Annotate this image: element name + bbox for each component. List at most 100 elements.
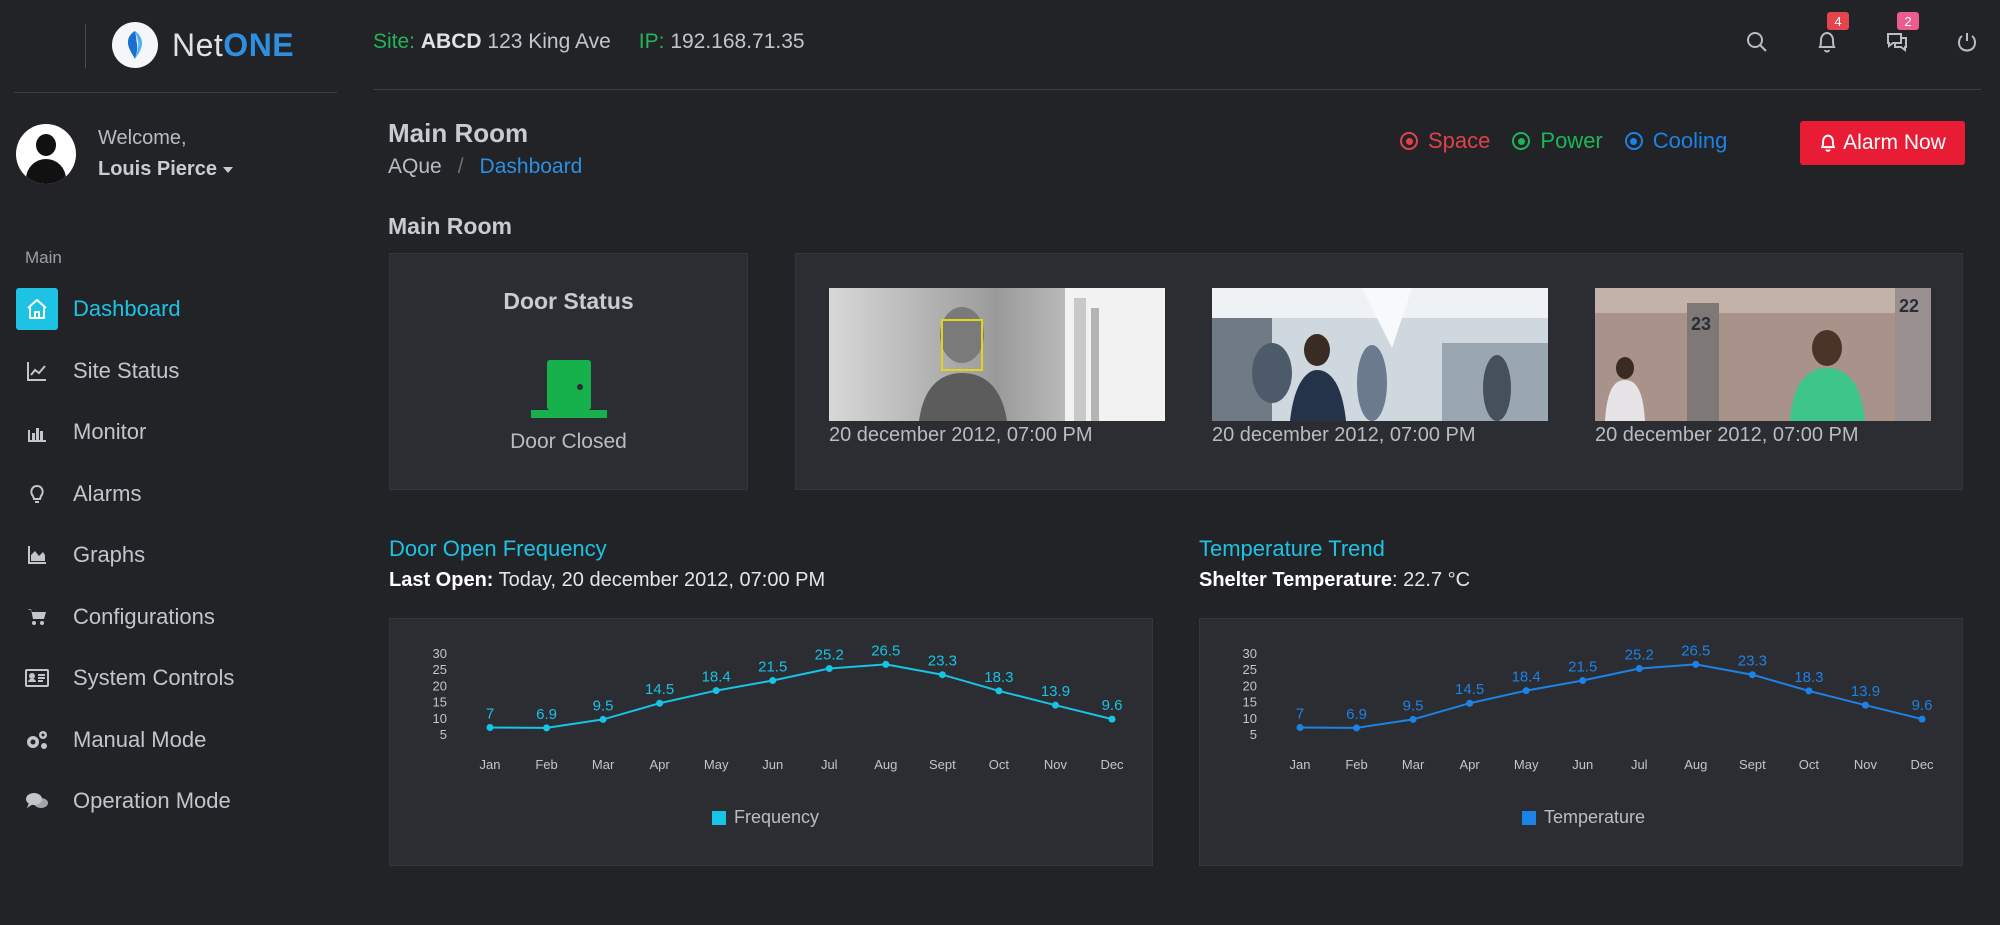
caret-down-icon [222, 166, 233, 173]
data-point [1466, 699, 1474, 707]
status-space[interactable]: Space [1400, 128, 1490, 154]
door-status-title: Door Status [503, 288, 634, 314]
cart-icon [16, 596, 58, 638]
status-legend: Space Power Cooling [1400, 128, 1749, 154]
data-point [1296, 724, 1304, 732]
data-label: 9.5 [1403, 697, 1424, 714]
sidebar-item-monitor[interactable]: Monitor [16, 413, 336, 451]
brand-logo[interactable]: NetONE [112, 22, 294, 68]
sidebar-item-dashboard[interactable]: Dashboard [16, 288, 336, 330]
y-tick-label: 25 [433, 662, 447, 677]
breadcrumb-current[interactable]: Dashboard [479, 155, 583, 178]
x-tick-label: Mar [1402, 757, 1425, 772]
y-tick-label: 25 [1243, 662, 1257, 677]
messages-button[interactable]: 2 [1883, 12, 1919, 56]
x-tick-label: Oct [1799, 757, 1820, 772]
data-label: 9.5 [593, 697, 614, 714]
x-tick-label: Apr [1460, 757, 1481, 772]
sidebar-item-system-controls[interactable]: System Controls [16, 659, 336, 697]
status-cooling[interactable]: Cooling [1624, 128, 1728, 154]
temp-chart-header: Temperature Trend Shelter Temperature: 2… [1199, 536, 1470, 592]
sidebar-item-alarms[interactable]: Alarms [16, 475, 336, 513]
y-tick-label: 20 [1243, 678, 1257, 693]
y-tick-label: 10 [433, 711, 447, 726]
data-label: 18.3 [984, 669, 1013, 686]
brand-one: ONE [223, 26, 295, 63]
data-label: 13.9 [1851, 683, 1880, 700]
sidebar-item-site-status[interactable]: Site Status [16, 352, 336, 390]
data-label: 13.9 [1041, 683, 1070, 700]
camera-timestamp: 20 december 2012, 07:00 PM [1212, 424, 1476, 446]
temp-chart-title: Temperature Trend [1199, 536, 1385, 561]
door-chart-header: Door Open Frequency Last Open: Today, 20… [389, 536, 825, 592]
x-tick-label: Oct [989, 757, 1010, 772]
section-title: Main Room [388, 213, 512, 239]
sidebar-item-graphs[interactable]: Graphs [16, 536, 336, 574]
site-code: ABCD [420, 30, 482, 53]
data-point [1051, 701, 1059, 709]
data-point [882, 660, 890, 668]
alarm-now-label: Alarm Now [1843, 131, 1946, 154]
camera-timestamp: 20 december 2012, 07:00 PM [829, 424, 1093, 446]
notifications-button[interactable]: 4 [1813, 12, 1849, 56]
brand-net: Net [172, 26, 224, 63]
area-chart-icon [16, 534, 58, 576]
sidebar-item-label: Configurations [73, 603, 215, 629]
x-tick-label: Sept [929, 757, 956, 772]
user-name: Louis Pierce [98, 158, 217, 180]
data-point [656, 699, 664, 707]
user-menu-toggle[interactable]: Louis Pierce [98, 158, 233, 181]
sidebar-item-operation-mode[interactable]: Operation Mode [16, 782, 336, 820]
data-point [1108, 715, 1116, 723]
welcome-text: Welcome, [98, 127, 187, 149]
y-tick-label: 15 [433, 695, 447, 710]
data-point [1409, 715, 1417, 723]
bell-icon [1820, 134, 1836, 152]
alarm-now-button[interactable]: Alarm Now [1800, 121, 1965, 165]
data-label: 6.9 [1346, 706, 1367, 723]
data-point [769, 677, 777, 685]
sidebar-item-label: Monitor [73, 419, 147, 444]
y-tick-label: 5 [440, 727, 447, 742]
site-label: Site: [373, 30, 416, 53]
door-closed-icon [531, 358, 607, 423]
y-tick-label: 20 [433, 678, 447, 693]
camera-feed-card: 20 december 2012, 07:00 PM 20 december 2… [795, 253, 1963, 490]
power-icon[interactable] [1953, 28, 1981, 56]
data-point [938, 671, 946, 679]
series-line [489, 663, 1113, 729]
data-label: 14.5 [1455, 681, 1484, 698]
topbar-actions: 4 2 [1701, 12, 1981, 56]
breadcrumb: AQue / Dashboard [388, 155, 582, 179]
camera-feed-3[interactable]: 23 22 20 december 2012, 07:00 PM [1595, 288, 1931, 447]
sidebar-item-label: Site Status [73, 357, 180, 383]
page-title: Main Room [388, 118, 529, 148]
search-icon[interactable] [1743, 28, 1771, 56]
x-tick-label: Jan [480, 757, 501, 772]
data-point [1635, 665, 1643, 673]
status-label: Cooling [1652, 128, 1728, 153]
last-open-label: Last Open: [389, 569, 494, 591]
radio-dot-icon [1400, 132, 1418, 150]
x-tick-label: Mar [592, 757, 615, 772]
ip-label: IP: [638, 30, 665, 53]
camera-feed-2[interactable]: 20 december 2012, 07:00 PM [1212, 288, 1548, 447]
avatar[interactable] [16, 124, 76, 184]
legend-label: Temperature [1544, 807, 1645, 827]
breadcrumb-home[interactable]: AQue [388, 155, 442, 178]
status-power[interactable]: Power [1512, 128, 1603, 154]
status-label: Power [1540, 128, 1603, 153]
sidebar-item-manual-mode[interactable]: Manual Mode [16, 721, 336, 759]
user-panel: Welcome, Louis Pierce [16, 124, 233, 184]
data-label: 21.5 [758, 659, 787, 676]
x-tick-label: Jul [1631, 757, 1648, 772]
sidebar-item-configurations[interactable]: Configurations [16, 598, 336, 636]
sidebar-item-label: System Controls [73, 665, 235, 690]
brand-name: NetONE [172, 27, 294, 64]
camera-snapshot [1212, 288, 1548, 421]
y-tick-label: 30 [1243, 646, 1257, 661]
door-status-text: Door Closed [510, 430, 627, 453]
data-label: 9.6 [1102, 697, 1123, 714]
camera-feed-1[interactable]: 20 december 2012, 07:00 PM [829, 288, 1165, 447]
x-tick-label: Jun [762, 757, 783, 772]
